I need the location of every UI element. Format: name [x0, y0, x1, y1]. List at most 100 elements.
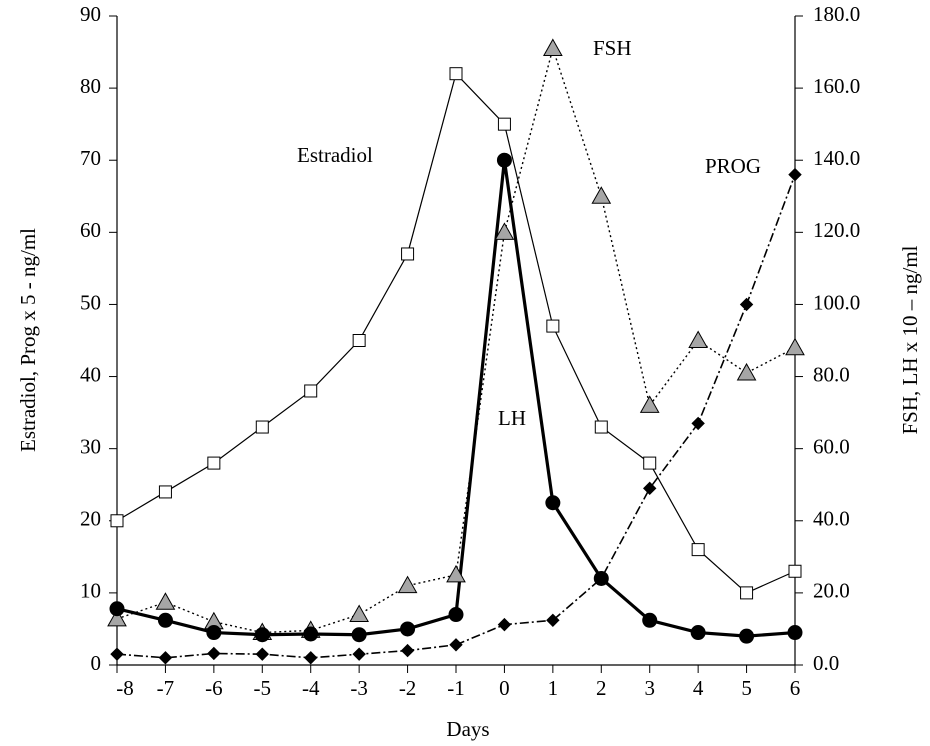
marker-circle: [545, 495, 561, 511]
y2-tick-label: 80.0: [813, 362, 850, 386]
y-tick-label: 30: [80, 434, 101, 458]
y-tick-label: 60: [80, 218, 101, 242]
y2-axis-label: FSH, LH x 10 – ng/ml: [898, 245, 922, 434]
x-tick-label: -8: [116, 676, 134, 700]
y-tick-label: 70: [80, 146, 101, 170]
y2-tick-label: 20.0: [813, 579, 850, 603]
marker-diamond: [400, 643, 415, 658]
y-tick-label: 10: [80, 579, 101, 603]
marker-circle: [496, 152, 512, 168]
marker-diamond: [207, 646, 221, 661]
marker-diamond: [691, 416, 705, 431]
marker-diamond: [739, 297, 754, 312]
x-tick-label: -5: [254, 676, 272, 700]
y2-tick-label: 140.0: [813, 146, 860, 170]
x-axis-label: Days: [446, 717, 489, 741]
marker-diamond: [643, 481, 657, 496]
marker-triangle: [107, 608, 127, 627]
marker-triangle: [639, 395, 660, 413]
marker-circle: [303, 626, 319, 642]
marker-diamond: [497, 617, 512, 632]
y-tick-label: 40: [80, 362, 101, 386]
marker-diamond: [110, 647, 124, 661]
marker-circle: [787, 625, 803, 641]
marker-square: [158, 485, 172, 499]
marker-square: [255, 420, 269, 434]
x-tick-label: -1: [447, 676, 465, 700]
marker-circle: [157, 612, 173, 628]
marker-diamond: [304, 651, 318, 665]
x-tick-label: 2: [596, 676, 607, 700]
x-tick-label: -6: [205, 676, 223, 700]
x-tick-label: -2: [399, 676, 417, 700]
marker-square: [740, 586, 754, 600]
marker-circle: [109, 601, 125, 617]
x-tick-label: -3: [350, 676, 368, 700]
annotation: PROG: [705, 154, 761, 178]
x-tick-label: 6: [790, 676, 801, 700]
x-tick-label: 5: [741, 676, 752, 700]
marker-triangle: [349, 604, 369, 623]
y-tick-label: 20: [80, 507, 101, 531]
y2-tick-label: 120.0: [813, 218, 860, 242]
annotation: Estradiol: [297, 143, 373, 167]
marker-square: [643, 456, 657, 470]
marker-diamond: [255, 647, 269, 661]
marker-circle: [351, 627, 367, 643]
marker-triangle: [785, 337, 805, 356]
marker-triangle: [736, 362, 757, 381]
marker-circle: [739, 628, 755, 644]
x-tick-label: 0: [499, 676, 510, 700]
series-line: [116, 174, 796, 659]
x-tick-label: 3: [644, 676, 655, 700]
marker-diamond: [788, 167, 802, 182]
x-tick-label: -4: [302, 676, 320, 700]
y2-tick-label: 60.0: [813, 434, 850, 458]
annotation: LH: [498, 406, 526, 430]
y2-tick-label: 160.0: [813, 74, 860, 98]
marker-circle: [642, 612, 658, 628]
marker-square: [207, 456, 221, 470]
marker-square: [788, 564, 802, 578]
marker-square: [401, 247, 415, 261]
marker-square: [497, 117, 511, 131]
marker-diamond: [546, 613, 560, 627]
y-tick-label: 80: [80, 74, 101, 98]
marker-diamond: [594, 571, 608, 586]
marker-square: [594, 420, 608, 434]
marker-square: [691, 543, 705, 557]
marker-square: [352, 334, 366, 347]
marker-diamond: [158, 651, 173, 665]
y-tick-label: 0: [91, 651, 102, 675]
marker-triangle: [446, 564, 466, 583]
x-tick-label: -7: [157, 676, 175, 700]
y-tick-label: 90: [80, 2, 101, 26]
marker-square: [304, 384, 318, 398]
annotation: FSH: [593, 36, 632, 60]
series-line: [116, 72, 796, 594]
x-tick-label: 4: [693, 676, 704, 700]
marker-diamond: [449, 638, 463, 652]
y2-tick-label: 180.0: [813, 2, 860, 26]
marker-square: [110, 514, 124, 528]
y-tick-label: 50: [80, 290, 101, 314]
marker-triangle: [591, 186, 612, 204]
marker-diamond: [352, 647, 366, 661]
marker-square: [449, 67, 463, 81]
marker-triangle: [494, 222, 515, 240]
y-axis-label: Estradiol, Prog x 5 - ng/ml: [16, 228, 40, 452]
y2-tick-label: 0.0: [813, 651, 839, 675]
marker-triangle: [155, 592, 176, 610]
series-line: [116, 159, 796, 638]
y2-tick-label: 100.0: [813, 290, 860, 314]
marker-triangle: [397, 575, 418, 594]
x-tick-label: 1: [548, 676, 559, 700]
marker-circle: [448, 607, 464, 623]
y2-tick-label: 40.0: [813, 507, 850, 531]
marker-square: [546, 319, 560, 333]
marker-circle: [400, 621, 416, 637]
marker-triangle: [543, 38, 563, 56]
marker-circle: [690, 625, 706, 641]
marker-circle: [254, 627, 270, 643]
